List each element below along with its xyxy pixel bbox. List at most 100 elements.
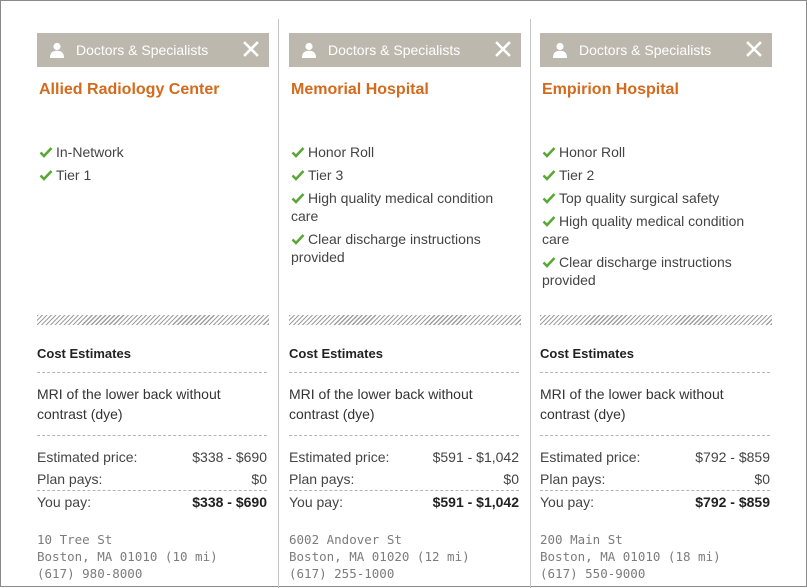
provider-address: 6002 Andover St Boston, MA 01020 (12 mi)… (289, 531, 470, 582)
feature-item: Top quality surgical safety (542, 189, 772, 207)
checkmark-icon (542, 147, 556, 158)
feature-item: Tier 1 (39, 166, 269, 184)
plan-pays-label: Plan pays: (540, 471, 606, 487)
provider-header: Doctors & Specialists (540, 33, 772, 67)
dashed-divider (289, 435, 519, 436)
dashed-divider (37, 435, 267, 436)
dashed-divider (37, 372, 267, 373)
you-pay-label: You pay: (289, 494, 343, 510)
estimated-price-value: $792 - $859 (695, 449, 770, 465)
estimated-price-value: $591 - $1,042 (432, 449, 519, 465)
close-icon[interactable] (243, 41, 259, 57)
plan-pays-value: $0 (251, 471, 267, 487)
cost-estimates-title: Cost Estimates (540, 346, 634, 361)
you-pay-value: $792 - $859 (695, 494, 770, 510)
procedure-name: MRI of the lower back without contrast (… (540, 386, 724, 422)
you-pay-label: You pay: (37, 494, 91, 510)
phone-number[interactable]: (617) 550-9000 (540, 566, 646, 581)
checkmark-icon (542, 257, 556, 268)
estimated-price-label: Estimated price: (289, 449, 390, 465)
provider-header: Doctors & Specialists (37, 33, 269, 67)
address-city: Boston, MA 01020 (12 mi) (289, 549, 470, 564)
estimated-price-row: Estimated price: $792 - $859 (540, 447, 770, 467)
checkmark-icon (39, 147, 53, 158)
checkmark-icon (542, 170, 556, 181)
checkmark-icon (291, 147, 305, 158)
plan-pays-row: Plan pays: $0 (540, 469, 770, 489)
close-icon[interactable] (495, 41, 511, 57)
column-divider (278, 19, 279, 588)
you-pay-value: $591 - $1,042 (432, 494, 519, 510)
address-street: 10 Tree St (37, 532, 113, 547)
provider-address: 10 Tree St Boston, MA 01010 (10 mi) (617… (37, 531, 218, 582)
column-divider (530, 19, 531, 588)
estimated-price-row: Estimated price: $591 - $1,042 (289, 447, 519, 467)
address-city: Boston, MA 01010 (10 mi) (37, 549, 218, 564)
you-pay-row: You pay: $591 - $1,042 (289, 492, 519, 512)
feature-item: High quality medical condition care (542, 213, 745, 247)
you-pay-value: $338 - $690 (192, 494, 267, 510)
you-pay-label: You pay: (540, 494, 594, 510)
provider-name[interactable]: Allied Radiology Center (39, 81, 220, 98)
person-icon (553, 42, 567, 58)
feature-item: Honor Roll (291, 143, 521, 161)
feature-item: Honor Roll (542, 143, 772, 161)
dashed-divider (540, 435, 770, 436)
provider-name[interactable]: Empirion Hospital (542, 81, 679, 98)
you-pay-row: You pay: $338 - $690 (37, 492, 267, 512)
cost-estimates-title: Cost Estimates (37, 346, 131, 361)
header-label: Doctors & Specialists (76, 42, 209, 58)
dashed-divider (289, 490, 519, 491)
estimated-price-row: Estimated price: $338 - $690 (37, 447, 267, 467)
header-label: Doctors & Specialists (328, 42, 461, 58)
provider-column-1: Doctors & Specialists Allied Radiology C… (37, 1, 269, 588)
provider-address: 200 Main St Boston, MA 01010 (18 mi) (61… (540, 531, 721, 582)
dashed-divider (540, 372, 770, 373)
plan-pays-row: Plan pays: $0 (289, 469, 519, 489)
header-label: Doctors & Specialists (579, 42, 712, 58)
feature-item: Tier 3 (291, 166, 521, 184)
phone-number[interactable]: (617) 980-8000 (37, 566, 143, 581)
feature-item: In-Network (39, 143, 269, 161)
plan-pays-value: $0 (754, 471, 770, 487)
estimated-price-label: Estimated price: (540, 449, 641, 465)
cost-estimates-title: Cost Estimates (289, 346, 383, 361)
person-icon (50, 42, 64, 58)
feature-item: High quality medical condition care (291, 190, 494, 224)
plan-pays-value: $0 (503, 471, 519, 487)
address-street: 200 Main St (540, 532, 623, 547)
provider-column-3: Doctors & Specialists Empirion Hospital … (540, 1, 772, 588)
person-icon (302, 42, 316, 58)
procedure-name: MRI of the lower back without contrast (… (289, 386, 473, 422)
plan-pays-label: Plan pays: (289, 471, 355, 487)
feature-item: Tier 2 (542, 166, 772, 184)
feature-list: Honor Roll Tier 2 Top quality surgical s… (542, 143, 772, 294)
feature-item: Clear discharge instructions provided (542, 254, 732, 288)
estimated-price-label: Estimated price: (37, 449, 138, 465)
dashed-divider (37, 490, 267, 491)
checkmark-icon (291, 193, 305, 204)
phone-number[interactable]: (617) 255-1000 (289, 566, 395, 581)
hatch-divider (289, 315, 521, 325)
provider-header: Doctors & Specialists (289, 33, 521, 67)
checkmark-icon (291, 170, 305, 181)
dashed-divider (289, 372, 519, 373)
hatch-divider (540, 315, 772, 325)
feature-list: In-Network Tier 1 (39, 143, 269, 189)
address-city: Boston, MA 01010 (18 mi) (540, 549, 721, 564)
checkmark-icon (542, 193, 556, 204)
checkmark-icon (542, 216, 556, 227)
close-icon[interactable] (746, 41, 762, 57)
provider-name[interactable]: Memorial Hospital (291, 81, 429, 98)
plan-pays-row: Plan pays: $0 (37, 469, 267, 489)
procedure-name: MRI of the lower back without contrast (… (37, 386, 221, 422)
you-pay-row: You pay: $792 - $859 (540, 492, 770, 512)
feature-item: Clear discharge instructions provided (291, 231, 481, 265)
address-street: 6002 Andover St (289, 532, 402, 547)
hatch-divider (37, 315, 269, 325)
checkmark-icon (39, 170, 53, 181)
dashed-divider (540, 490, 770, 491)
feature-list: Honor Roll Tier 3 High quality medical c… (291, 143, 521, 271)
estimated-price-value: $338 - $690 (192, 449, 267, 465)
